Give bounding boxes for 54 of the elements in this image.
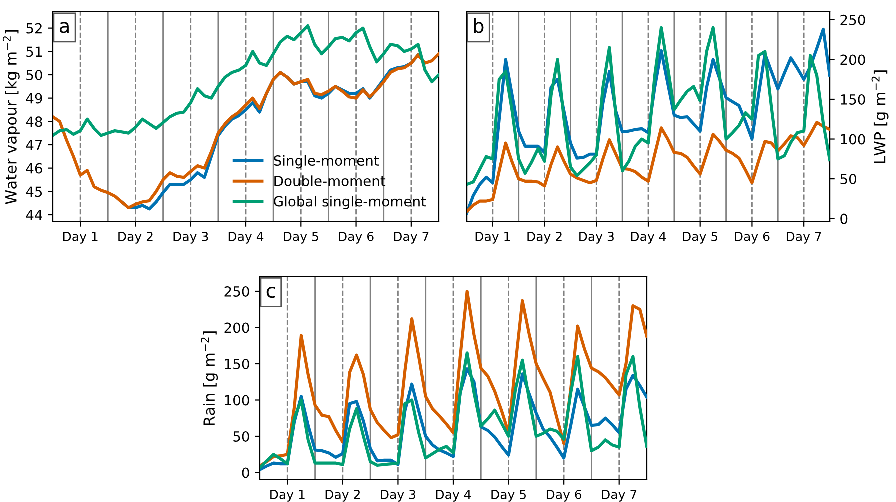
x-tick-label: Day 3 bbox=[580, 232, 614, 244]
y2-tick-label: 50 bbox=[840, 174, 856, 185]
x-tick-label: Day 2 bbox=[118, 232, 153, 244]
x-tick-label: Day 3 bbox=[381, 490, 416, 502]
y-tick-label: 45 bbox=[26, 186, 42, 198]
x-tick-label: Day 1 bbox=[270, 490, 305, 502]
x-tick-label: Day 7 bbox=[394, 232, 429, 244]
annotation: c bbox=[266, 286, 276, 298]
y-tick-label: 44 bbox=[26, 210, 42, 220]
x-tick-label: Day 5 bbox=[492, 490, 526, 502]
y2-tick-label: 100 bbox=[841, 134, 866, 145]
y-tick-label: 100 bbox=[225, 395, 250, 406]
y-tick-label: 50 bbox=[26, 70, 42, 80]
x-tick-label: Day 5 bbox=[284, 232, 318, 244]
x-tick-label: Day 2 bbox=[326, 490, 360, 502]
line-series bbox=[53, 52, 439, 210]
y2-tick-label: 0 bbox=[840, 214, 848, 224]
y-tick-label: 52 bbox=[26, 23, 42, 34]
x-tick-label: Day 3 bbox=[174, 232, 208, 244]
x-tick-label: Day 5 bbox=[683, 232, 718, 244]
line-series bbox=[53, 24, 439, 138]
x-tick-label: Day 6 bbox=[546, 490, 582, 502]
y-tick-label: 200 bbox=[224, 322, 250, 334]
y-axis-title: Water vapour [kg m$^{−2}$] bbox=[2, 30, 20, 204]
y-tick-label: 250 bbox=[224, 286, 250, 297]
y2-tick-label: 200 bbox=[840, 54, 866, 66]
line-series bbox=[467, 121, 830, 214]
x-tick-label: Day 4 bbox=[631, 232, 666, 244]
x-tick-label: Day 4 bbox=[228, 232, 264, 244]
y2-axis-title: LWP [g m$^{−2}$] bbox=[872, 70, 889, 164]
x-tick-label: Day 4 bbox=[436, 490, 472, 502]
x-tick-label: Day 2 bbox=[528, 232, 562, 244]
y2-tick-label: 150 bbox=[841, 94, 866, 105]
x-tick-label: Day 1 bbox=[63, 232, 98, 244]
x-tick-label: Day 7 bbox=[602, 490, 637, 502]
y-tick-label: 51 bbox=[26, 46, 42, 58]
annotation: b bbox=[474, 18, 484, 34]
y-axis-title: Rain [g m$^{−2}$] bbox=[201, 332, 218, 426]
x-tick-label: Day 6 bbox=[339, 232, 374, 244]
y2-tick-label: 250 bbox=[840, 14, 866, 26]
y-tick-label: 47 bbox=[26, 140, 42, 150]
y-tick-label: 46 bbox=[26, 163, 42, 174]
x-tick-label: Day 1 bbox=[476, 232, 510, 244]
y-tick-label: 150 bbox=[225, 358, 250, 370]
x-tick-label: Day 7 bbox=[786, 232, 822, 244]
y-tick-label: 50 bbox=[234, 431, 250, 442]
legend-label: Global single-moment bbox=[274, 196, 426, 210]
legend-label: Single-moment bbox=[274, 155, 380, 169]
annotation: a bbox=[60, 22, 69, 34]
y-tick-label: 49 bbox=[26, 93, 42, 104]
y-tick-label: 0 bbox=[242, 468, 250, 478]
legend-label: Double-moment bbox=[274, 176, 386, 186]
y-tick-label: 48 bbox=[26, 116, 42, 128]
x-tick-label: Day 6 bbox=[735, 232, 770, 244]
